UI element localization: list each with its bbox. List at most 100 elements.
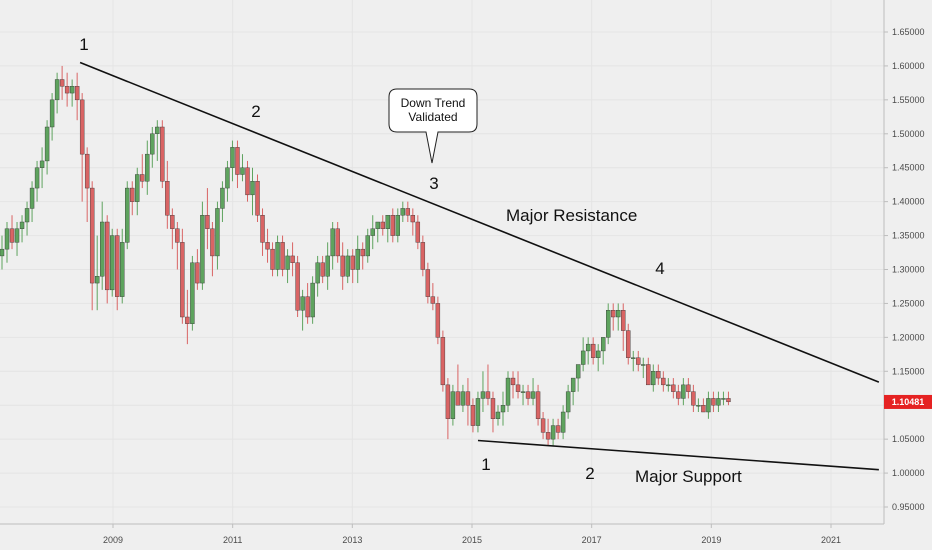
candle-down <box>430 296 436 304</box>
candle-up <box>651 371 656 386</box>
candle-down <box>195 262 200 284</box>
candle-down <box>525 391 531 399</box>
price-tick-label: 1.15000 <box>892 366 925 376</box>
price-tick-label: 1.45000 <box>892 163 925 173</box>
candle-down <box>440 337 446 386</box>
candle-down <box>105 221 110 291</box>
candle-up <box>641 364 646 366</box>
candle-up <box>300 296 305 311</box>
candle-down <box>445 384 451 419</box>
last-price-value: 1.10481 <box>892 397 925 407</box>
candle-up <box>601 337 606 352</box>
candle-up <box>99 221 105 277</box>
candle-up <box>355 248 360 270</box>
candle-up <box>505 377 511 406</box>
callout-bubble-shape <box>388 88 478 164</box>
candle-up <box>400 208 405 216</box>
candle-down <box>115 235 120 297</box>
candle-down <box>350 255 355 270</box>
candle-down <box>470 405 476 426</box>
candle-up <box>681 384 686 399</box>
time-tick-label: 2017 <box>582 535 602 545</box>
candle-down <box>465 391 471 406</box>
candle-down <box>79 99 85 155</box>
candle-down <box>265 242 270 250</box>
candle-up <box>54 79 60 101</box>
candle-up <box>125 187 130 243</box>
candle-down <box>646 364 651 386</box>
major-resistance-trendline[interactable] <box>79 61 880 383</box>
candle-down <box>661 377 666 386</box>
candle-down <box>621 310 626 331</box>
candle-down <box>676 391 681 399</box>
candle-up <box>225 167 230 189</box>
candle-up <box>385 215 390 229</box>
major-support-label: Major Support <box>635 467 742 486</box>
candle-up <box>530 391 536 399</box>
time-axis[interactable]: 2009 2011 2013 2015 2017 2019 2021 <box>103 524 841 545</box>
price-tick-label: 1.50000 <box>892 129 925 139</box>
candle-down <box>405 208 411 216</box>
candle-down <box>320 262 325 277</box>
candle-up <box>14 228 20 243</box>
candle-up <box>325 255 330 277</box>
candle-down <box>701 405 706 413</box>
candle-up <box>550 425 556 440</box>
candle-down <box>686 384 691 392</box>
last-price-tag-bg <box>884 394 932 409</box>
time-tick-label: 2015 <box>462 535 482 545</box>
candle-up <box>39 160 45 168</box>
candle-up <box>696 405 701 407</box>
candle-down <box>175 228 180 243</box>
candle-up <box>375 221 380 229</box>
candles-group <box>0 65 731 446</box>
candle-up <box>575 364 581 379</box>
time-tick-label: 2011 <box>223 535 242 545</box>
candle-up <box>370 228 375 236</box>
candle-up <box>716 398 721 406</box>
price-tick-label: 1.00000 <box>892 468 925 478</box>
candle-up <box>240 167 245 175</box>
down-trend-callout: Down Trend Validated <box>388 88 478 164</box>
candle-up <box>631 357 636 359</box>
candle-down <box>711 398 716 406</box>
price-tick-label: 1.40000 <box>892 197 925 207</box>
candle-down <box>510 377 516 386</box>
price-tick-label: 1.05000 <box>892 434 925 444</box>
candle-down <box>295 262 300 311</box>
price-tick-label: 1.20000 <box>892 332 925 342</box>
callout-line-2: Validated <box>408 110 457 124</box>
candle-down <box>656 371 661 379</box>
candle-down <box>290 255 295 263</box>
candle-up <box>616 310 621 318</box>
price-tick-label: 1.35000 <box>892 231 925 241</box>
candle-up <box>4 228 10 250</box>
candle-up <box>395 215 400 236</box>
major-support-trendline[interactable] <box>477 439 879 471</box>
candle-up <box>155 126 160 134</box>
price-axis[interactable]: 1.65000 1.60000 1.55000 1.50000 1.45000 1.400… <box>884 27 925 512</box>
candle-up <box>450 391 456 419</box>
major-resistance-label: Major Resistance <box>506 206 637 225</box>
candle-up <box>24 208 30 223</box>
candle-up <box>34 167 40 189</box>
wave-top-1-label: 1 <box>79 35 88 54</box>
last-price-tag: 1.10481 <box>884 394 932 409</box>
price-tick-label: 1.60000 <box>892 61 925 71</box>
candle-down <box>210 228 215 257</box>
candle-down <box>515 384 521 392</box>
candle-up <box>460 391 466 406</box>
candle-up <box>310 282 315 318</box>
candle-down <box>726 398 731 403</box>
candle-down <box>390 215 395 236</box>
candle-up <box>200 215 205 284</box>
candle-up <box>580 350 586 365</box>
candle-up <box>49 99 55 128</box>
candle-up <box>520 391 526 393</box>
time-tick-label: 2013 <box>342 535 362 545</box>
candle-up <box>250 181 255 196</box>
candle-up <box>345 255 350 277</box>
candle-up <box>595 350 601 358</box>
candle-up <box>666 384 671 387</box>
candle-down <box>235 147 240 175</box>
